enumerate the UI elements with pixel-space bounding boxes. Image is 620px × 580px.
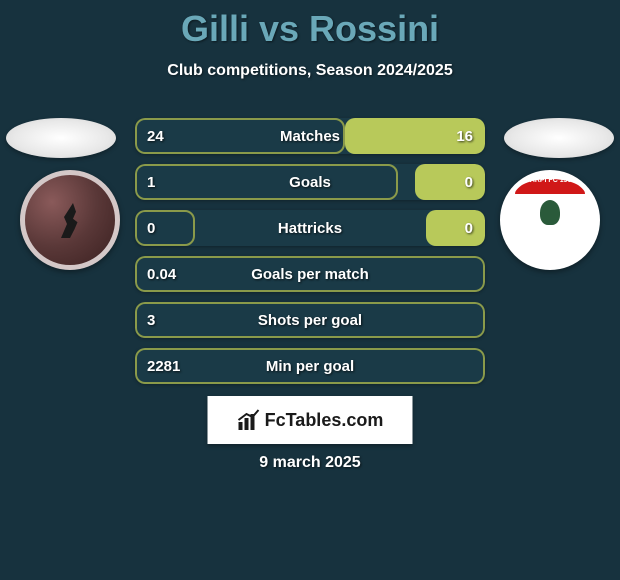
stat-value-left: 24: [147, 128, 164, 145]
stat-bar-right: [426, 210, 486, 246]
stat-value-left: 0: [147, 220, 155, 237]
stat-value-left: 2281: [147, 358, 180, 375]
stat-label: Goals: [289, 174, 331, 191]
stats-container: 24 Matches 16 1 Goals 0 0 Hattricks 0 0.…: [135, 118, 485, 394]
stat-row-matches: 24 Matches 16: [135, 118, 485, 154]
stat-value-left: 0.04: [147, 266, 176, 283]
stat-bar-left: [135, 210, 195, 246]
match-date: 9 march 2025: [0, 454, 620, 472]
club-logo-right: CARPI FC 1909: [500, 170, 600, 270]
chart-icon: [237, 408, 261, 432]
stat-value-left: 3: [147, 312, 155, 329]
branding-badge: FcTables.com: [208, 396, 413, 444]
stat-row-goals: 1 Goals 0: [135, 164, 485, 200]
stat-label: Matches: [280, 128, 340, 145]
stat-value-left: 1: [147, 174, 155, 191]
subtitle: Club competitions, Season 2024/2025: [0, 62, 620, 80]
stat-row-hattricks: 0 Hattricks 0: [135, 210, 485, 246]
player2-name: Rossini: [309, 8, 439, 49]
player1-name: Gilli: [181, 8, 249, 49]
vs-text: vs: [259, 8, 299, 49]
stat-value-right: 0: [465, 220, 473, 237]
stat-label: Shots per goal: [258, 312, 362, 329]
stat-label: Min per goal: [266, 358, 354, 375]
comparison-title: Gilli vs Rossini: [0, 0, 620, 50]
stat-bar-left: [135, 164, 398, 200]
stat-label: Goals per match: [251, 266, 369, 283]
branding-text: FcTables.com: [265, 410, 384, 431]
stat-row-goals-per-match: 0.04 Goals per match: [135, 256, 485, 292]
stat-row-min-per-goal: 2281 Min per goal: [135, 348, 485, 384]
stat-label: Hattricks: [278, 220, 342, 237]
player2-avatar-placeholder: [504, 118, 614, 158]
club-logo-left: [20, 170, 120, 270]
stat-row-shots-per-goal: 3 Shots per goal: [135, 302, 485, 338]
player1-avatar-placeholder: [6, 118, 116, 158]
club-right-banner: CARPI FC 1909: [505, 177, 595, 184]
stat-bar-right: [415, 164, 485, 200]
stat-value-right: 16: [456, 128, 473, 145]
stat-value-right: 0: [465, 174, 473, 191]
